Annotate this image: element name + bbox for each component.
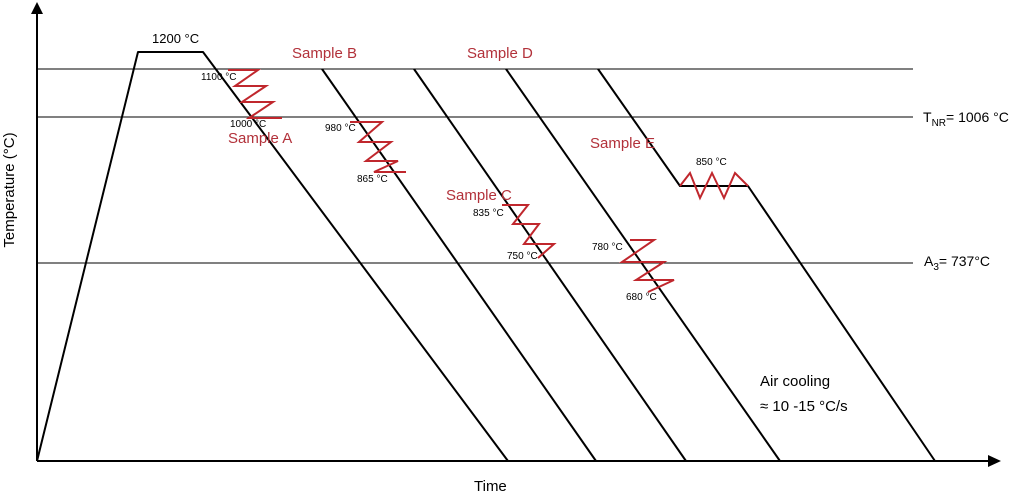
sample-c-label: Sample C <box>446 187 512 204</box>
x-axis-label: Time <box>474 478 507 495</box>
deformation-zigzag-c <box>502 204 557 259</box>
reference-lines <box>37 68 913 264</box>
cooling-note-line1: Air cooling <box>760 373 830 390</box>
sample-d-end-temp: 680 °C <box>626 292 657 303</box>
deformation-passes <box>228 69 749 293</box>
tnr-label-value: = 1006 °C <box>946 109 1009 125</box>
sample-d-label: Sample D <box>467 45 533 62</box>
deformation-zigzag-d <box>618 239 675 293</box>
deformation-zigzag-e <box>679 170 749 201</box>
sample-b-start-temp: 980 °C <box>325 123 356 134</box>
sample-c-start-temp: 835 °C <box>473 208 504 219</box>
x-axis-arrow-icon <box>988 455 1001 467</box>
sample-a-label: Sample A <box>228 130 292 147</box>
cooling-note-line2: ≈ 10 -15 °C/s <box>760 398 848 415</box>
a3-label-value: = 737°C <box>939 253 990 269</box>
sample-b-label: Sample B <box>292 45 357 62</box>
sample-b-cooling-line <box>321 68 597 462</box>
sample-c-end-temp: 750 °C <box>507 251 538 262</box>
sample-c-cooling-line <box>413 68 687 462</box>
sample-d-cooling-line <box>505 68 781 462</box>
sample-b-end-temp: 865 °C <box>357 174 388 185</box>
tnr-label: TNR= 1006 °C <box>923 109 1009 129</box>
a3-label-sub: 3 <box>933 262 939 273</box>
deformation-zigzag-b <box>350 121 406 173</box>
tnr-label-base: T <box>923 109 932 125</box>
sample-e-label: Sample E <box>590 135 655 152</box>
sample-a-end-temp: 1000 °C <box>230 119 266 130</box>
reheat-temp-label: 1200 °C <box>152 31 199 46</box>
reheat-path <box>36 51 509 462</box>
y-axis-arrow-icon <box>31 2 43 14</box>
a3-label-base: A <box>924 253 934 269</box>
sample-d-start-temp: 780 °C <box>592 242 623 253</box>
sample-e-cooling-line <box>597 68 936 462</box>
deformation-zigzag-a <box>228 69 282 119</box>
axes <box>36 12 990 462</box>
sample-e-hold-temp: 850 °C <box>696 157 727 168</box>
sample-a-start-temp: 1100 °C <box>201 72 237 83</box>
tnr-label-sub: NR <box>932 118 946 129</box>
a3-label: A3= 737°C <box>924 253 990 273</box>
y-axis-label: Temperature (°C) <box>1 132 18 247</box>
